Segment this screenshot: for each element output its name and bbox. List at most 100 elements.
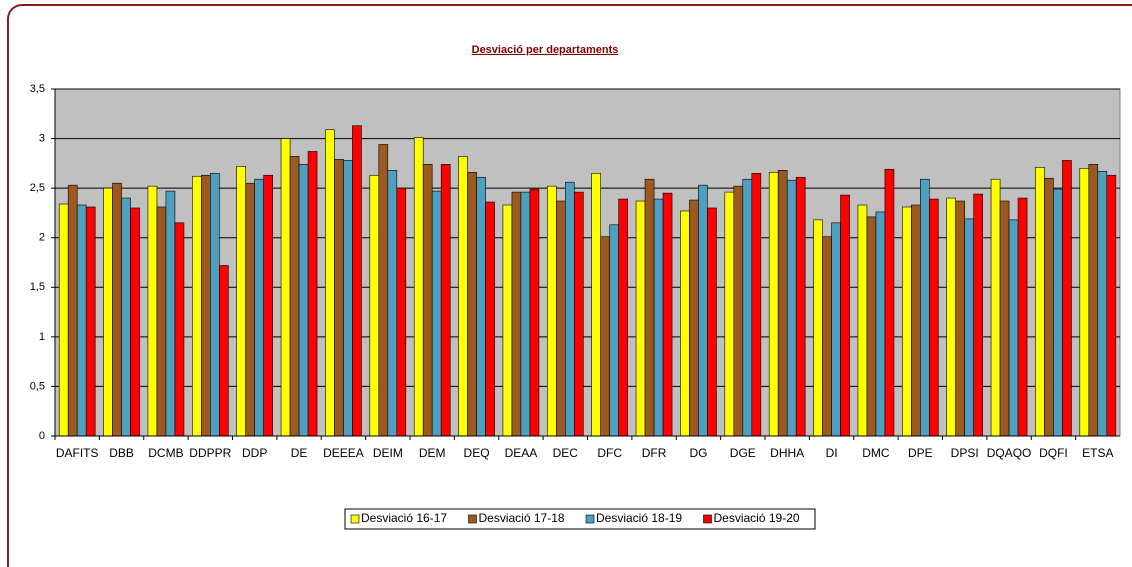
y-tick-label: 0,5 [30,380,45,392]
bar [653,198,664,437]
x-tick-label: DDPPR [189,446,231,460]
bar [689,199,699,437]
bar [920,178,930,437]
bar [565,181,575,437]
bar [103,187,113,437]
x-tick-label: DEEEA [323,446,364,460]
bar [254,178,264,437]
x-tick-label: DFC [597,446,622,460]
bar [884,169,895,437]
bar [165,190,176,437]
bar [58,203,69,437]
x-tick-label: DFR [642,446,667,460]
bar [467,171,477,437]
x-tick-label: DMC [862,446,890,460]
bar [591,172,601,437]
x-tick-label: DHHA [770,446,804,460]
bar [192,175,202,437]
bar [1017,197,1028,437]
bar [387,169,398,437]
x-tick-label: DAFITS [56,446,99,460]
bar [875,211,886,437]
bar [1008,219,1019,437]
bar [857,204,868,437]
bar [1062,160,1072,437]
bar [990,178,1001,437]
bar [210,172,220,437]
legend-box [344,508,816,530]
bar [236,166,246,437]
bar [378,144,389,437]
bar [174,222,185,437]
bar [733,185,744,437]
bar [795,176,806,437]
legend-label: Desviació 18-19 [596,511,682,525]
x-tick-label: DQFI [1039,446,1068,460]
bar [298,164,309,437]
x-tick-label: DEC [553,446,579,460]
bar [245,182,255,437]
x-tick-label: DG [689,446,707,460]
bar [777,169,788,437]
bar [112,182,122,437]
y-tick-label: 1 [39,331,45,343]
legend-swatch [703,514,712,524]
bar [902,206,912,437]
bar [822,236,832,437]
bar [511,191,522,437]
bar [866,216,877,437]
bar [813,219,823,437]
bar [929,198,939,437]
bar [1106,174,1117,437]
bar [263,174,273,437]
bar [307,151,318,437]
x-tick-label: DEQ [464,446,490,460]
chart-title: Desviació per departaments [472,44,619,56]
bar [352,125,362,437]
y-tick-label: 3,5 [30,83,45,95]
bar [742,178,753,437]
bar [422,164,433,437]
bar [609,224,619,437]
x-tick-label: DPSI [951,446,979,460]
bar [121,197,131,437]
y-tick-label: 2,5 [30,182,45,194]
bar [396,187,407,437]
bar [280,138,291,437]
bar [999,200,1010,437]
bar [413,137,424,437]
bar [67,184,78,437]
x-tick-label: DEM [419,446,446,460]
bar [485,201,495,437]
x-tick-label: DGE [730,446,756,460]
bar [529,188,540,437]
bar [1097,170,1108,437]
bar [502,204,513,437]
x-tick-label: DEAA [505,446,538,460]
x-tick-label: DQAQO [987,446,1032,460]
y-tick-label: 3 [39,132,45,144]
bar [1053,188,1063,437]
bar [520,191,531,437]
bar [1079,168,1090,437]
bar [431,190,442,437]
bar [325,129,335,437]
bar [964,218,974,437]
x-tick-label: DBB [109,446,134,460]
bar [440,164,451,437]
y-tick-label: 0 [39,430,45,442]
bar [76,204,87,437]
bar [680,210,690,437]
x-tick-label: DEIM [373,446,403,460]
bar [574,191,584,437]
x-tick-label: DCMB [148,446,183,460]
bar [973,193,983,437]
bar [556,200,566,437]
legend-swatch [585,514,595,524]
bar [343,160,353,437]
bar [724,191,735,437]
x-tick-label: DDP [242,446,267,460]
legend-label: Desviació 19-20 [714,511,800,525]
bar [831,222,841,437]
